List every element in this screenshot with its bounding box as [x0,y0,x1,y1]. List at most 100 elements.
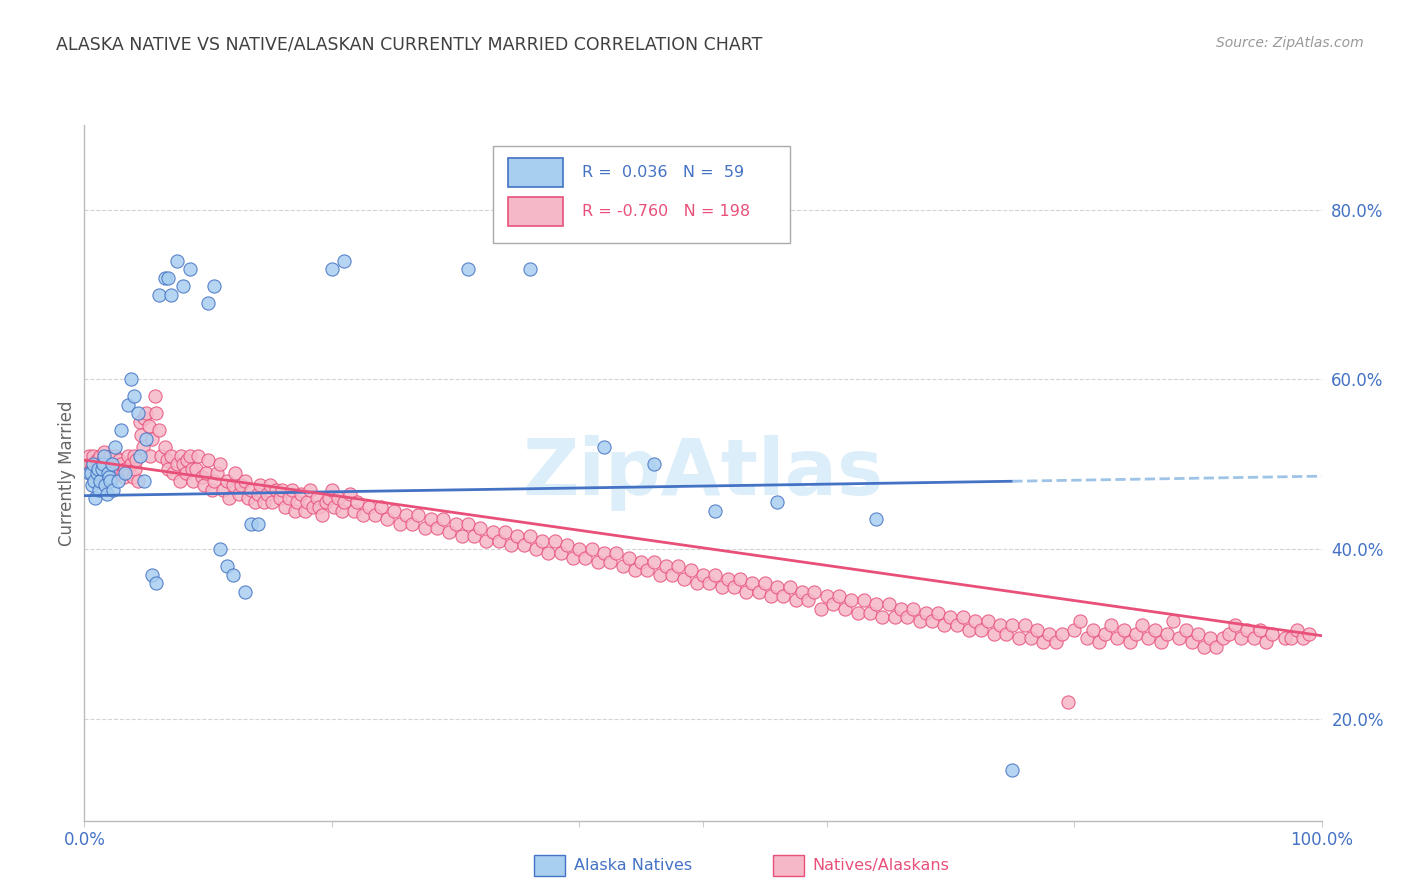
Point [785,593,807,607]
Point [108,453,131,467]
Point [311,508,333,523]
Point [1161,614,1184,628]
Point [1261,627,1284,641]
Point [1187,627,1209,641]
Point [364,508,387,523]
Point [222,478,245,492]
Point [157,270,180,285]
Point [138,419,160,434]
Point [612,559,634,574]
Point [643,457,665,471]
Point [215,559,238,574]
Point [298,483,321,497]
Point [121,470,143,484]
Point [1174,623,1197,637]
Point [1199,631,1222,645]
Bar [508,197,564,227]
Point [470,521,492,535]
Point [135,432,157,446]
Point [939,610,962,624]
Point [79,466,101,480]
Point [519,529,541,543]
Point [231,478,253,492]
Point [89,483,111,497]
Point [450,529,472,543]
Point [285,495,308,509]
Point [218,491,240,506]
Point [82,449,104,463]
Point [89,475,111,489]
Point [240,516,263,531]
Point [256,487,278,501]
Point [93,444,115,458]
Point [120,457,142,471]
Point [246,516,269,531]
Point [877,597,900,611]
Point [111,466,134,480]
Point [284,504,307,518]
Point [93,449,115,463]
Point [150,449,173,463]
Point [131,440,153,454]
Point [97,466,120,480]
Point [1143,623,1166,637]
Point [543,533,565,548]
Point [562,550,585,565]
Point [1032,635,1054,649]
Point [846,606,869,620]
Point [630,555,652,569]
Point [501,538,523,552]
Point [828,589,851,603]
Point [117,449,139,463]
Point [1081,623,1104,637]
Point [97,475,120,489]
Point [343,504,366,518]
Point [1038,627,1060,641]
Point [135,406,157,420]
Point [790,584,813,599]
Point [401,516,423,531]
Point [1001,618,1024,632]
Point [1112,623,1135,637]
Point [983,627,1005,641]
Point [79,461,101,475]
Point [555,538,578,552]
Point [352,508,374,523]
Point [1069,614,1091,628]
Point [236,491,259,506]
Point [432,512,454,526]
Point [176,453,198,467]
Point [302,500,325,514]
Point [281,483,304,497]
Point [890,601,912,615]
Point [174,466,197,480]
Point [84,470,107,484]
Point [772,589,794,603]
Point [524,542,547,557]
Point [1026,623,1049,637]
Point [139,449,162,463]
Point [294,504,316,518]
Point [82,457,104,471]
Point [1292,631,1315,645]
Point [127,406,149,420]
Point [209,542,232,557]
Point [318,491,340,506]
Point [921,614,943,628]
Point [122,389,145,403]
Point [141,567,163,582]
Point [748,584,770,599]
Point [574,550,596,565]
Point [326,491,349,506]
Point [1168,631,1191,645]
Point [1099,618,1122,632]
Point [1279,631,1302,645]
Point [100,457,122,471]
Point [457,262,479,277]
Point [83,475,105,489]
Point [129,415,152,429]
Point [153,440,176,454]
Point [1088,635,1111,649]
Point [145,406,167,420]
Point [1063,623,1085,637]
